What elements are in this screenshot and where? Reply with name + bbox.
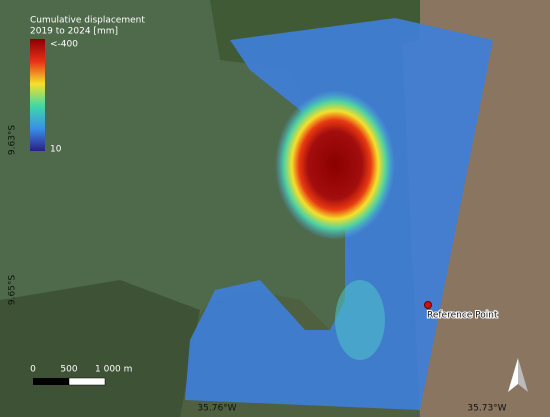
reference-marker <box>424 301 432 309</box>
lon-label: 35.73°W <box>467 404 506 414</box>
lat-label: 9.63°S <box>8 125 18 156</box>
scale-bar: 0 500 1 000 m <box>30 365 132 386</box>
reference-label: Reference Point <box>427 311 498 321</box>
north-arrow <box>508 358 528 392</box>
reference-point: Reference Point <box>424 301 499 322</box>
legend: Cumulative displacement 2019 to 2024 [mm… <box>30 16 145 155</box>
legend-max: <-400 <box>50 40 78 50</box>
legend-subtitle: 2019 to 2024 [mm] <box>30 27 118 37</box>
scale-label: 1 000 m <box>95 365 132 375</box>
scale-label: 500 <box>60 365 77 375</box>
lat-label: 9.65°S <box>8 275 18 306</box>
scale-label: 0 <box>30 365 36 375</box>
legend-min: 10 <box>50 145 62 155</box>
colorbar <box>30 39 45 151</box>
lon-label: 35.76°W <box>197 404 236 414</box>
legend-title: Cumulative displacement <box>30 16 145 26</box>
displacement-coverage <box>185 18 493 410</box>
